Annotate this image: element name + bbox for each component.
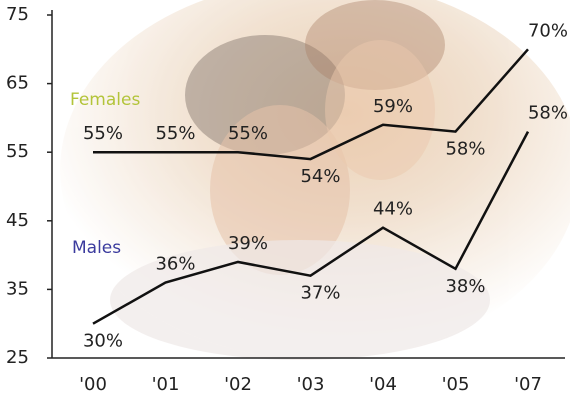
photo	[60, 0, 570, 360]
data-label: 59%	[373, 96, 413, 117]
data-label: 55%	[83, 123, 123, 144]
y-tick-label: 75	[6, 4, 29, 25]
legend-label: Females	[70, 90, 140, 110]
y-tick-label: 35	[6, 278, 29, 299]
plot-area: 25 35 45 55 65 75 '00 '01 '02 '03 '04 '05 '07 55% 55% 5…	[6, 4, 568, 395]
data-label: 38%	[445, 276, 485, 297]
series-line	[93, 48, 529, 161]
x-tick-label: '05	[442, 374, 470, 395]
x-tick-label: '02	[224, 374, 252, 395]
data-label: 58%	[445, 139, 485, 160]
y-tick-label: 25	[6, 347, 29, 368]
data-label: 30%	[83, 331, 123, 352]
y-tick-label: 65	[6, 73, 29, 94]
y-tick-label: 45	[6, 210, 29, 231]
x-tick-label: '01	[152, 374, 180, 395]
data-label: 54%	[300, 166, 340, 187]
legend-label: Males	[72, 238, 121, 258]
data-label: 36%	[155, 254, 195, 275]
data-label: 70%	[528, 20, 568, 41]
data-label: 58%	[528, 103, 568, 124]
series-line	[92, 131, 530, 325]
x-tick-label: '07	[514, 374, 542, 395]
data-label: 39%	[228, 233, 268, 254]
data-label: 55%	[155, 123, 195, 144]
data-label: 44%	[373, 199, 413, 220]
x-tick-label: '04	[369, 374, 397, 395]
data-label: 37%	[300, 283, 340, 304]
x-tick-label: '03	[297, 374, 325, 395]
data-label: 55%	[228, 123, 268, 144]
y-tick-label: 55	[6, 141, 29, 162]
x-tick-label: '00	[79, 374, 107, 395]
